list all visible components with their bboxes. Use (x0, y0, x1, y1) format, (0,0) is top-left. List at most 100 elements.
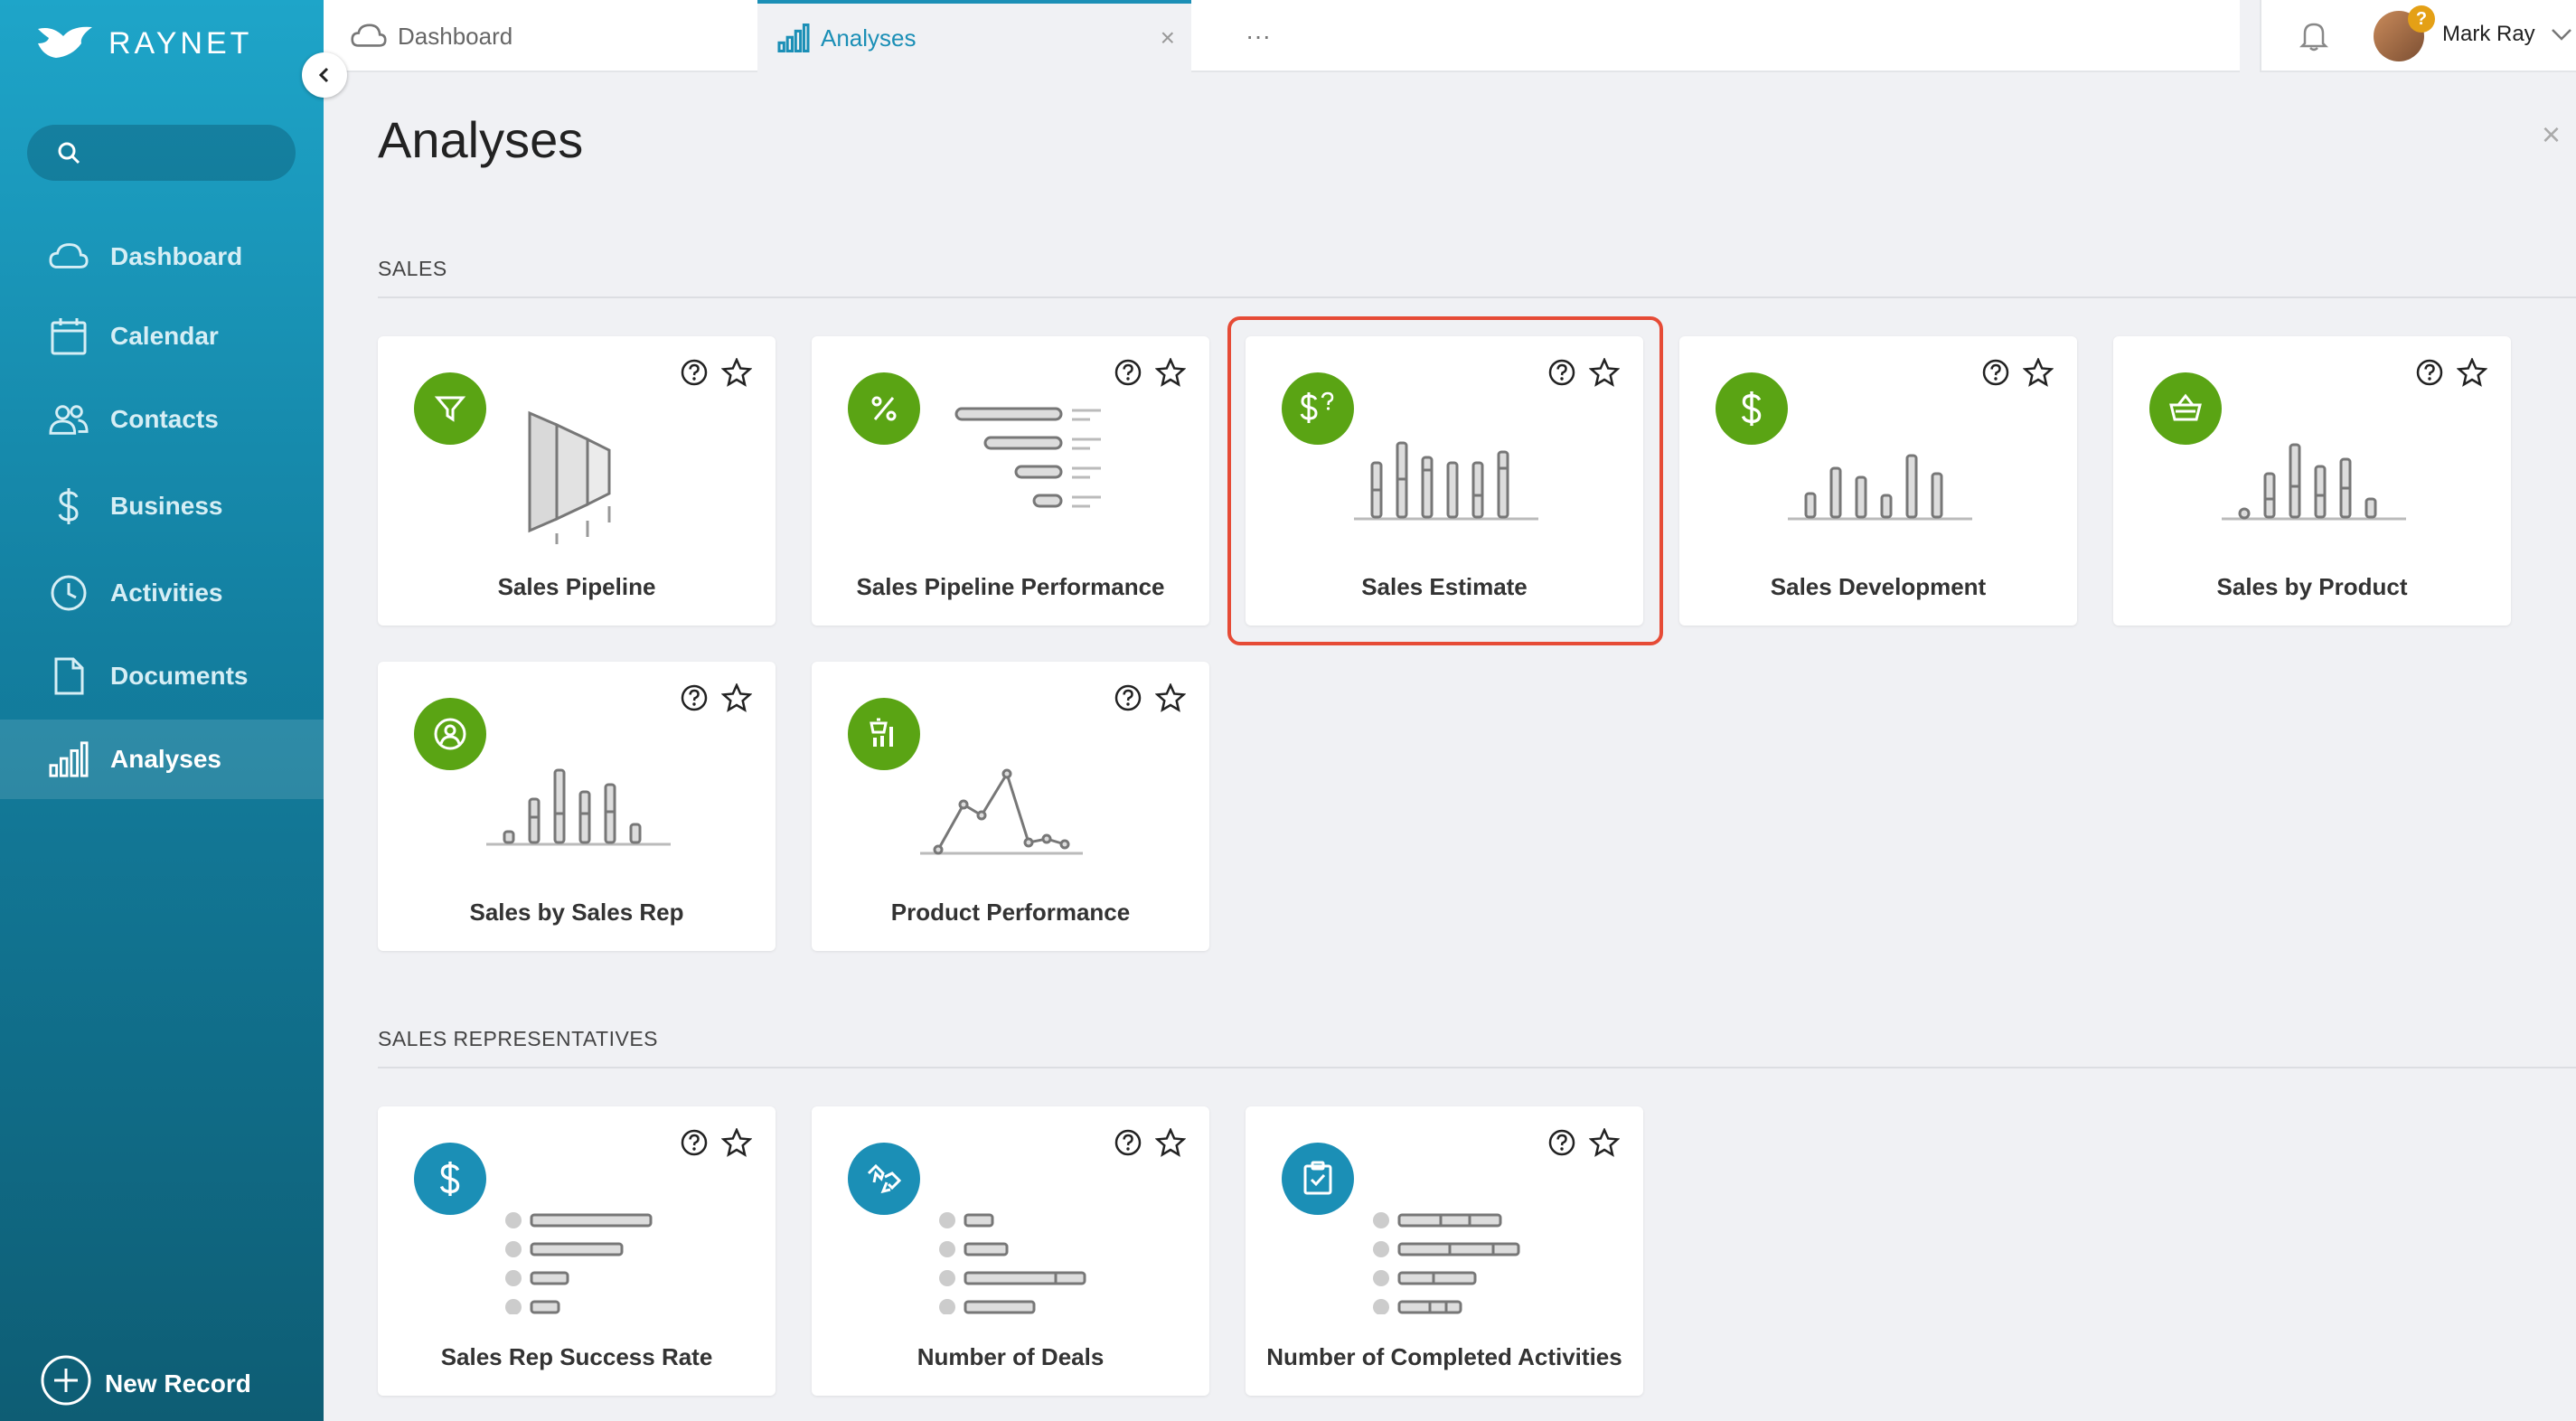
product-chart-icon (848, 698, 920, 770)
card-label: Product Performance (890, 899, 1131, 926)
section-divider (378, 1067, 2576, 1068)
help-icon[interactable] (680, 1128, 709, 1162)
chevron-down-icon[interactable] (2551, 27, 2572, 46)
section-divider (378, 296, 2576, 298)
card-number-of-deals[interactable]: Number of Deals (812, 1106, 1209, 1396)
card-sales-pipeline-performance[interactable]: Sales Pipeline Performance (812, 336, 1209, 626)
bars-illustration (954, 407, 1101, 508)
sidebar: RAYNET Dashboard Calendar Contacts (0, 0, 324, 1421)
new-record-label: New Record (105, 1369, 251, 1397)
sidebar-item-label: Dashboard (110, 242, 243, 270)
chevron-left-icon (318, 67, 329, 83)
tab-bar: Dashboard Analyses × ··· (324, 0, 2240, 72)
sidebar-item-label: Contacts (110, 405, 219, 433)
list-bars-illustration (939, 1212, 1086, 1314)
card-label: Number of Deals (917, 1343, 1105, 1370)
close-icon[interactable]: × (1160, 24, 1175, 52)
tab-label: Dashboard (398, 22, 513, 50)
raynet-logo[interactable]: RAYNET (36, 24, 252, 63)
funnel-icon (414, 372, 486, 445)
help-icon[interactable] (1547, 1128, 1576, 1162)
document-icon (49, 656, 89, 696)
bar-chart-icon (49, 739, 89, 779)
sidebar-item-label: Business (110, 492, 223, 520)
card-label: Sales Development (1770, 573, 1987, 600)
close-icon[interactable]: × (2542, 116, 2562, 153)
help-icon[interactable] (680, 683, 709, 717)
cloud-icon (351, 24, 387, 49)
card-sales-development[interactable]: Sales Development (1679, 336, 2077, 626)
sidebar-item-calendar[interactable]: Calendar (0, 296, 324, 376)
search-input[interactable] (94, 140, 275, 165)
card-number-of-completed-activities[interactable]: Number of Completed Activities (1246, 1106, 1643, 1396)
plus-circle-icon (40, 1354, 92, 1413)
clipboard-check-icon (1282, 1143, 1354, 1215)
new-record-button[interactable]: New Record (40, 1354, 251, 1413)
card-label: Sales Pipeline (497, 573, 656, 600)
card-sales-rep-success-rate[interactable]: Sales Rep Success Rate (378, 1106, 776, 1396)
tab-dashboard[interactable]: Dashboard (351, 0, 730, 72)
help-icon[interactable] (1547, 358, 1576, 391)
help-icon[interactable] (1114, 1128, 1142, 1162)
collapse-sidebar-button[interactable] (302, 52, 347, 98)
sidebar-item-activities[interactable]: Activities (0, 553, 324, 633)
star-icon[interactable] (720, 682, 753, 717)
card-label: Sales Pipeline Performance (856, 573, 1165, 600)
star-icon[interactable] (1154, 1126, 1187, 1162)
star-icon[interactable] (1154, 682, 1187, 717)
sidebar-item-business[interactable]: Business (0, 466, 324, 546)
clock-icon (49, 573, 89, 613)
card-sales-by-sales-rep[interactable]: Sales by Sales Rep (378, 662, 776, 951)
sidebar-item-label: Activities (110, 579, 223, 607)
stacked-bars-illustration (486, 768, 671, 846)
section-title: SALES (378, 257, 447, 280)
fish-logo-icon (38, 26, 92, 58)
stacked-bars-illustration (2222, 443, 2406, 521)
sidebar-search[interactable] (27, 125, 296, 181)
sidebar-item-dashboard[interactable]: Dashboard (0, 217, 324, 296)
calendar-icon (49, 316, 89, 356)
user-name[interactable]: Mark Ray (2442, 22, 2535, 46)
star-icon[interactable] (720, 1126, 753, 1162)
sidebar-item-label: Calendar (110, 322, 219, 350)
list-bars-illustration (1373, 1212, 1520, 1314)
person-circle-icon (414, 698, 486, 770)
tab-label: Analyses (821, 24, 917, 52)
cloud-icon (49, 237, 89, 277)
star-icon[interactable] (2456, 356, 2488, 391)
sidebar-item-documents[interactable]: Documents (0, 636, 324, 716)
star-icon[interactable] (2022, 356, 2054, 391)
help-icon[interactable] (1114, 683, 1142, 717)
dollar-question-icon (1282, 372, 1354, 445)
star-icon[interactable] (1154, 356, 1187, 391)
sidebar-item-label: Documents (110, 662, 249, 690)
card-sales-by-product[interactable]: Sales by Product (2113, 336, 2511, 626)
help-icon[interactable] (1114, 358, 1142, 391)
card-label: Sales Estimate (1361, 573, 1528, 600)
basket-icon (2149, 372, 2222, 445)
sidebar-item-label: Analyses (110, 745, 221, 773)
star-icon[interactable] (720, 356, 753, 391)
card-label: Sales by Product (2216, 573, 2408, 600)
sidebar-item-contacts[interactable]: Contacts (0, 380, 324, 459)
help-icon[interactable] (680, 358, 709, 391)
line-illustration (920, 768, 1083, 855)
card-product-performance[interactable]: Product Performance (812, 662, 1209, 951)
card-sales-estimate[interactable]: Sales Estimate (1246, 336, 1643, 626)
dollar-icon (49, 486, 89, 526)
more-tabs-button[interactable]: ··· (1246, 22, 1271, 50)
card-sales-pipeline[interactable]: Sales Pipeline (378, 336, 776, 626)
star-icon[interactable] (1588, 1126, 1621, 1162)
percent-icon (848, 372, 920, 445)
dollar-icon (414, 1143, 486, 1215)
bell-icon[interactable] (2299, 20, 2329, 57)
star-icon[interactable] (1588, 356, 1621, 391)
brand-name: RAYNET (108, 25, 253, 61)
tab-analyses[interactable]: Analyses × (757, 0, 1191, 72)
section-title: SALES REPRESENTATIVES (378, 1027, 659, 1050)
help-icon[interactable] (1981, 358, 2010, 391)
sidebar-item-analyses[interactable]: Analyses (0, 720, 324, 799)
dollar-icon (1716, 372, 1788, 445)
handshake-icon (848, 1143, 920, 1215)
help-icon[interactable] (2415, 358, 2444, 391)
